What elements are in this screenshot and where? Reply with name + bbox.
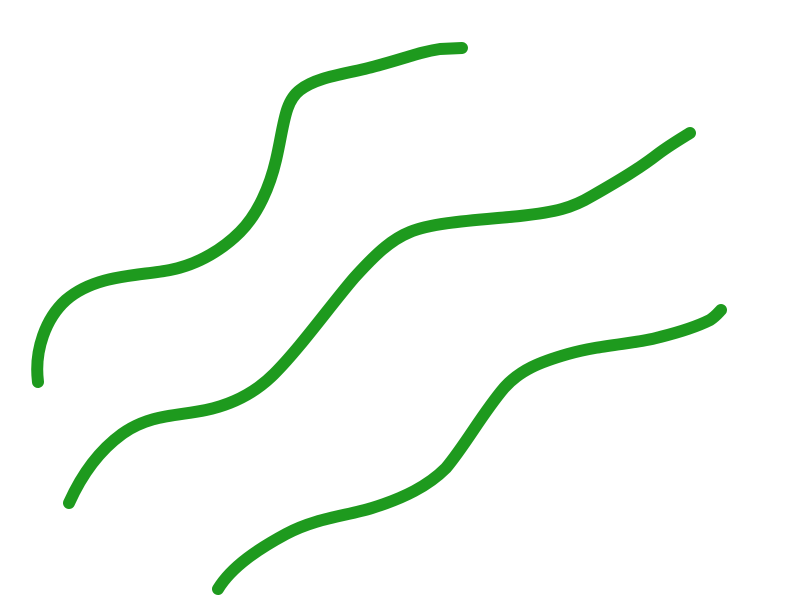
right-wavy-stroke[interactable] (212, 304, 727, 595)
middle-wavy-stroke[interactable] (63, 127, 696, 509)
left-wavy-stroke[interactable] (31, 42, 468, 388)
